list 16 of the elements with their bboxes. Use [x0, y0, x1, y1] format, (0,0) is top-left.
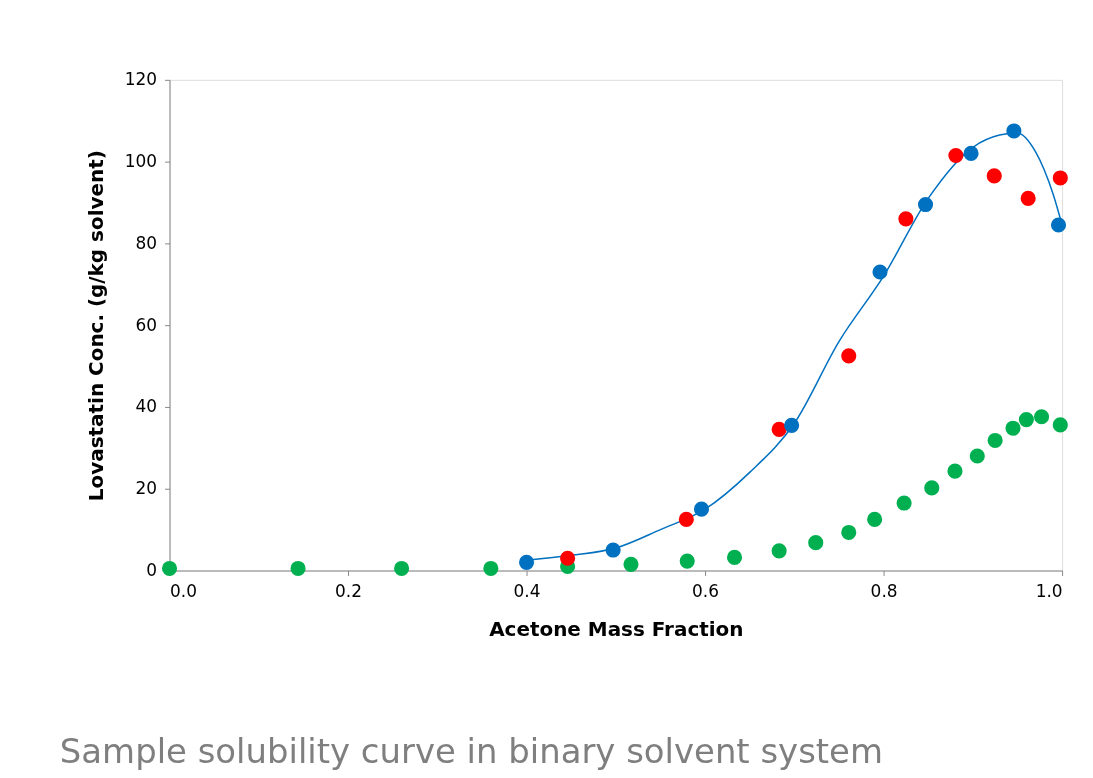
y-tick-label: 120 [124, 69, 158, 90]
y-tick-label: 0 [146, 559, 158, 580]
y-tick-label: 40 [135, 396, 158, 417]
x-tick-label: 0.8 [870, 580, 898, 601]
x-tick-label: 1.0 [1035, 580, 1063, 601]
y-tick-label: 20 [135, 478, 158, 499]
x-axis-title: Acetone Mass Fraction [489, 616, 744, 641]
y-tick-label: 100 [124, 151, 158, 172]
x-tick-label: 0.6 [692, 580, 720, 601]
y-axis-title: Lovastatin Conc. (g/kg solvent) [83, 150, 108, 502]
y-tick-label: 80 [135, 232, 158, 253]
y-tick-label: 60 [135, 314, 158, 335]
x-tick-label: 0.2 [335, 580, 363, 601]
text: Sample solubility curve in binary solvent system [59, 731, 883, 771]
x-tick-label: 0.0 [170, 580, 197, 601]
x-tick-label: 0.4 [513, 580, 541, 601]
